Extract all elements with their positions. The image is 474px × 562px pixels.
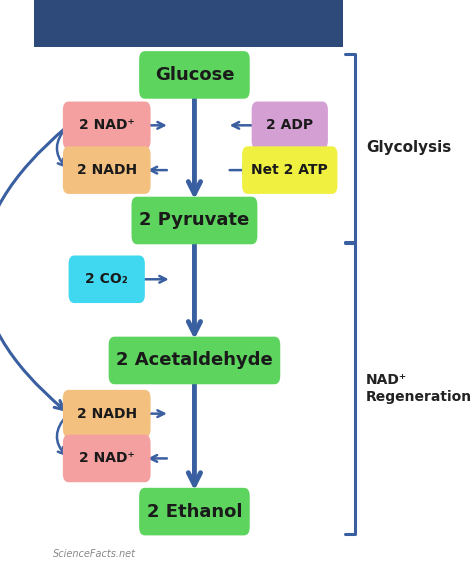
FancyBboxPatch shape <box>63 102 151 149</box>
Text: Net 2 ATP: Net 2 ATP <box>251 163 328 177</box>
FancyBboxPatch shape <box>63 434 151 482</box>
Text: 2 NADH: 2 NADH <box>77 163 137 177</box>
Text: 2 Ethanol: 2 Ethanol <box>146 502 242 520</box>
Text: NAD⁺
Regeneration: NAD⁺ Regeneration <box>366 373 472 404</box>
FancyBboxPatch shape <box>63 146 151 194</box>
Text: ScienceFacts.net: ScienceFacts.net <box>54 549 137 559</box>
Text: 2 NAD⁺: 2 NAD⁺ <box>79 451 135 465</box>
Text: Alcoholic Fermentation: Alcoholic Fermentation <box>42 11 350 35</box>
Text: 2 NADH: 2 NADH <box>77 407 137 420</box>
Text: Glucose: Glucose <box>155 66 234 84</box>
Text: 2 Pyruvate: 2 Pyruvate <box>139 211 250 229</box>
Text: 2 CO₂: 2 CO₂ <box>85 272 128 286</box>
Text: 2 NAD⁺: 2 NAD⁺ <box>79 119 135 132</box>
FancyBboxPatch shape <box>69 256 145 303</box>
FancyBboxPatch shape <box>34 0 343 47</box>
FancyBboxPatch shape <box>63 390 151 437</box>
Text: 2 ADP: 2 ADP <box>266 119 313 132</box>
FancyBboxPatch shape <box>109 337 280 384</box>
Text: Glycolysis: Glycolysis <box>366 140 451 155</box>
Text: 2 Acetaldehyde: 2 Acetaldehyde <box>116 351 273 369</box>
FancyBboxPatch shape <box>252 102 328 149</box>
FancyBboxPatch shape <box>242 146 337 194</box>
FancyBboxPatch shape <box>139 51 250 99</box>
FancyBboxPatch shape <box>139 488 250 536</box>
FancyBboxPatch shape <box>131 197 257 244</box>
